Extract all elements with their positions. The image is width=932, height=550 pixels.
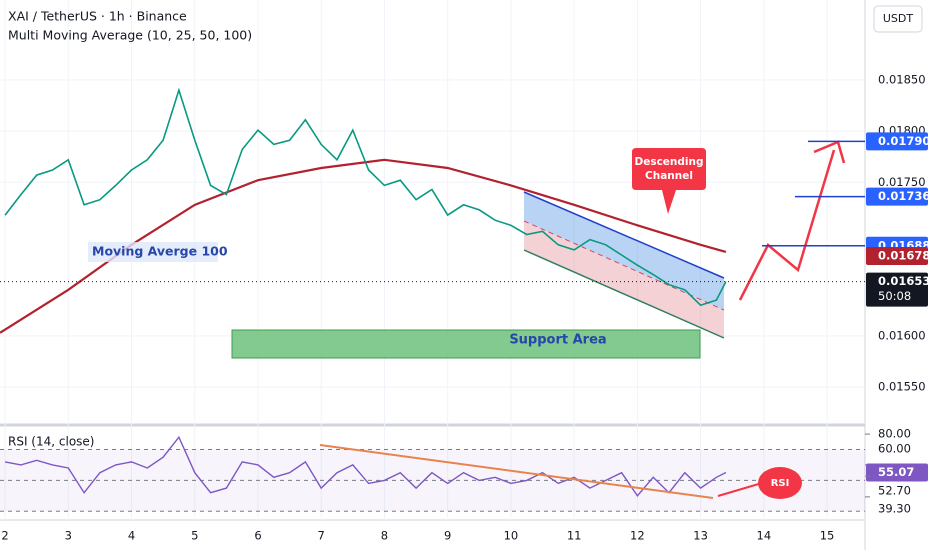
rsi-title: RSI (14, close) bbox=[8, 435, 94, 449]
x-tick-label: 9 bbox=[444, 529, 451, 543]
x-tick-label: 5 bbox=[191, 529, 198, 543]
currency-label[interactable]: USDT bbox=[883, 12, 914, 25]
y-tick-label: 0.01750 bbox=[878, 175, 926, 189]
support-label: Support Area bbox=[509, 333, 606, 348]
chart-title: XAI / TetherUS · 1h · Binance bbox=[8, 9, 187, 24]
channel-callout-line: Channel bbox=[645, 170, 693, 182]
rsi-callout-pointer bbox=[717, 482, 763, 497]
x-tick-label: 13 bbox=[693, 529, 708, 543]
level-label: 0.01736 bbox=[878, 189, 930, 203]
x-tick-label: 8 bbox=[381, 529, 388, 543]
last-price-label: 0.01653 bbox=[878, 274, 930, 288]
x-tick-label: 12 bbox=[630, 529, 645, 543]
x-tick-label: 4 bbox=[128, 529, 135, 543]
rsi-last-label: 55.07 bbox=[878, 465, 914, 479]
price-line bbox=[4, 87, 727, 307]
rsi-tick-label: 80.00 bbox=[878, 427, 911, 441]
channel-callout-line: Descending bbox=[634, 156, 703, 168]
level-label: 0.01790 bbox=[878, 134, 930, 148]
x-tick-label: 14 bbox=[757, 529, 772, 543]
y-tick-label: 0.01850 bbox=[878, 72, 926, 86]
level-label-bg bbox=[866, 132, 928, 151]
ma-last-bg bbox=[866, 247, 928, 266]
ma-last-label: 0.01678 bbox=[878, 249, 930, 263]
ma-label: Moving Averge 100 bbox=[92, 244, 228, 259]
rsi-line bbox=[4, 435, 727, 497]
y-tick-label: 0.01600 bbox=[878, 328, 926, 342]
x-tick-label: 2 bbox=[1, 529, 8, 543]
projection-path bbox=[738, 149, 836, 301]
x-tick-label: 11 bbox=[567, 529, 582, 543]
rsi-tick-label: 60.00 bbox=[878, 441, 911, 455]
x-tick-label: 10 bbox=[504, 529, 519, 543]
rsi-callout-label: RSI bbox=[771, 478, 790, 489]
rsi-marker-label: 39.30 bbox=[878, 502, 911, 516]
level-label-bg bbox=[866, 187, 928, 206]
y-tick-label: 0.01550 bbox=[878, 380, 926, 394]
ma-label-bg bbox=[88, 242, 218, 262]
channel-upper bbox=[524, 192, 724, 310]
countdown-label: 50:08 bbox=[878, 289, 911, 303]
x-tick-label: 7 bbox=[318, 529, 325, 543]
support-area bbox=[231, 329, 701, 359]
x-tick-label: 15 bbox=[820, 529, 835, 543]
rsi-callout bbox=[758, 467, 802, 499]
rsi-marker-label: 52.70 bbox=[878, 484, 911, 498]
chart-subtitle: Multi Moving Average (10, 25, 50, 100) bbox=[8, 28, 252, 43]
channel-callout bbox=[632, 148, 706, 214]
x-tick-label: 6 bbox=[254, 529, 261, 543]
x-tick-label: 3 bbox=[65, 529, 72, 543]
rsi-last-bg bbox=[866, 463, 928, 482]
currency-button[interactable] bbox=[873, 5, 923, 33]
rsi-trendline bbox=[319, 444, 714, 499]
channel-bottom-line bbox=[523, 249, 725, 339]
channel-top-line bbox=[523, 191, 725, 279]
last-price-bg bbox=[866, 272, 928, 307]
